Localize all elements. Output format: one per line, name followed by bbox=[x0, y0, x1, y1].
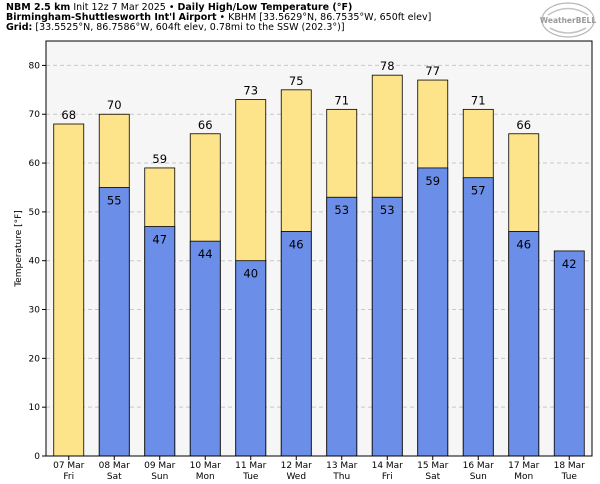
low-value-label: 53 bbox=[334, 203, 349, 217]
grid-label: Grid: bbox=[6, 22, 33, 33]
separator: • bbox=[168, 2, 175, 13]
low-value-label: 47 bbox=[152, 233, 167, 247]
header-line-2: Birmingham-Shuttlesworth Int'l Airport •… bbox=[6, 12, 431, 23]
x-tick-date: 11 Mar bbox=[235, 461, 267, 471]
low-bar bbox=[508, 231, 540, 457]
x-tick-date: 15 Mar bbox=[417, 461, 449, 471]
y-tick-label: 30 bbox=[29, 306, 41, 316]
logo-text: WeatherBELL bbox=[540, 16, 596, 25]
x-tick-day: Mon bbox=[514, 472, 533, 482]
x-tick-date: 07 Mar bbox=[53, 461, 85, 471]
x-tick-date: 12 Mar bbox=[281, 461, 313, 471]
x-tick-date: 17 Mar bbox=[508, 461, 540, 471]
y-tick-label: 20 bbox=[29, 354, 41, 364]
y-tick-label: 50 bbox=[29, 208, 41, 218]
x-tick-day: Sat bbox=[107, 472, 122, 482]
x-tick-day: Fri bbox=[382, 472, 393, 482]
x-tick-day: Thu bbox=[332, 472, 350, 482]
model-name: NBM 2.5 km bbox=[6, 2, 71, 13]
station-info: KBHM [33.5629°N, 86.7535°W, 650ft elev] bbox=[228, 12, 432, 23]
x-tick-day: Sat bbox=[425, 472, 440, 482]
high-value-label: 66 bbox=[516, 118, 531, 132]
high-value-label: 70 bbox=[107, 98, 122, 112]
high-value-label: 77 bbox=[425, 64, 440, 78]
x-tick-day: Fri bbox=[63, 472, 74, 482]
low-bar bbox=[371, 196, 403, 457]
x-tick-day: Tue bbox=[242, 472, 259, 482]
x-tick-day: Tue bbox=[561, 472, 578, 482]
low-bar bbox=[144, 226, 176, 457]
low-value-label: 42 bbox=[562, 257, 577, 271]
separator: • bbox=[219, 12, 226, 23]
low-bar bbox=[326, 196, 358, 457]
product-title: Daily High/Low Temperature (°F) bbox=[177, 2, 353, 13]
x-tick-date: 13 Mar bbox=[326, 461, 358, 471]
low-bar bbox=[417, 167, 449, 457]
low-bar bbox=[98, 187, 130, 457]
high-value-label: 71 bbox=[334, 93, 349, 107]
grid-info: [33.5525°N, 86.7586°W, 604ft elev, 0.78m… bbox=[35, 22, 345, 33]
low-value-label: 46 bbox=[516, 237, 531, 251]
low-bar bbox=[280, 231, 312, 457]
y-tick-label: 70 bbox=[29, 110, 41, 120]
low-value-label: 57 bbox=[471, 184, 486, 198]
y-axis-label: Temperature [°F] bbox=[14, 210, 24, 288]
x-tick-day: Sun bbox=[470, 472, 487, 482]
x-tick-day: Mon bbox=[196, 472, 215, 482]
high-value-label: 75 bbox=[289, 74, 304, 88]
high-value-label: 71 bbox=[471, 93, 486, 107]
low-value-label: 53 bbox=[380, 203, 395, 217]
low-bar bbox=[235, 260, 267, 457]
y-tick-label: 40 bbox=[29, 257, 41, 267]
weatherbell-logo: WeatherBELL bbox=[540, 2, 596, 38]
low-value-label: 46 bbox=[289, 237, 304, 251]
low-value-label: 44 bbox=[198, 247, 213, 261]
x-tick-date: 18 Mar bbox=[554, 461, 586, 471]
low-bar bbox=[462, 177, 494, 457]
x-tick-day: Wed bbox=[286, 472, 306, 482]
high-value-label: 59 bbox=[152, 152, 167, 166]
x-tick-date: 16 Mar bbox=[463, 461, 495, 471]
low-value-label: 55 bbox=[107, 193, 122, 207]
high-bar bbox=[53, 123, 85, 457]
station-name: Birmingham-Shuttlesworth Int'l Airport bbox=[6, 12, 217, 23]
y-tick-label: 60 bbox=[29, 159, 41, 169]
x-tick-day: Sun bbox=[151, 472, 168, 482]
x-tick-date: 09 Mar bbox=[144, 461, 176, 471]
y-tick-label: 10 bbox=[29, 403, 41, 413]
low-bar bbox=[553, 250, 585, 457]
y-tick-label: 80 bbox=[29, 61, 41, 71]
header-line-3: Grid: [33.5525°N, 86.7586°W, 604ft elev,… bbox=[6, 22, 345, 33]
init-time: Init 12z 7 Mar 2025 bbox=[73, 2, 166, 13]
plot-frame bbox=[45, 40, 593, 457]
x-tick-date: 14 Mar bbox=[372, 461, 404, 471]
high-value-label: 73 bbox=[243, 84, 258, 98]
low-value-label: 59 bbox=[425, 174, 440, 188]
plot-area bbox=[46, 41, 592, 456]
y-tick-label: 0 bbox=[34, 452, 40, 462]
high-value-label: 66 bbox=[198, 118, 213, 132]
high-value-label: 68 bbox=[61, 108, 76, 122]
low-value-label: 40 bbox=[243, 267, 258, 281]
header-line-1: NBM 2.5 km Init 12z 7 Mar 2025 • Daily H… bbox=[6, 2, 352, 13]
x-tick-date: 08 Mar bbox=[99, 461, 131, 471]
x-tick-date: 10 Mar bbox=[190, 461, 222, 471]
low-bar bbox=[189, 240, 221, 457]
high-value-label: 78 bbox=[380, 59, 395, 73]
